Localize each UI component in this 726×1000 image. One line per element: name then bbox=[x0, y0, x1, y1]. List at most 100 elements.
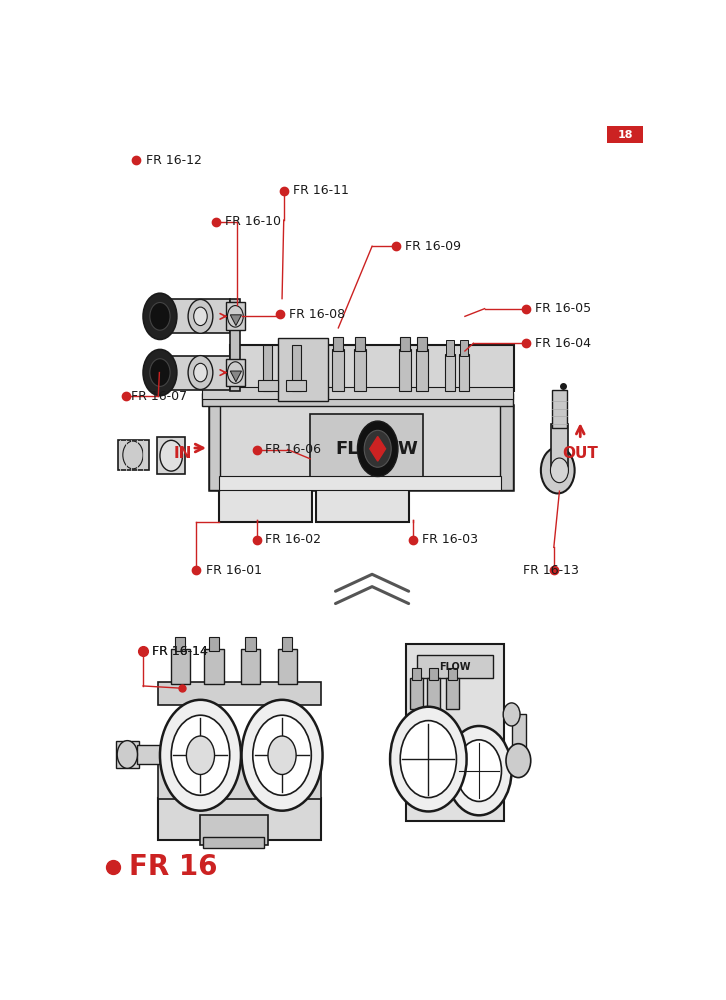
FancyBboxPatch shape bbox=[400, 337, 410, 351]
FancyBboxPatch shape bbox=[203, 837, 264, 848]
FancyBboxPatch shape bbox=[200, 815, 268, 845]
FancyBboxPatch shape bbox=[316, 487, 409, 522]
FancyBboxPatch shape bbox=[607, 126, 643, 143]
FancyBboxPatch shape bbox=[446, 678, 459, 709]
FancyBboxPatch shape bbox=[512, 714, 526, 761]
Text: FR 16-05: FR 16-05 bbox=[535, 302, 592, 315]
FancyBboxPatch shape bbox=[460, 340, 468, 356]
FancyBboxPatch shape bbox=[310, 414, 423, 483]
Circle shape bbox=[188, 356, 213, 389]
Circle shape bbox=[150, 359, 170, 386]
Circle shape bbox=[117, 741, 137, 768]
Text: FR 16-14: FR 16-14 bbox=[152, 645, 208, 658]
Circle shape bbox=[506, 744, 531, 778]
FancyBboxPatch shape bbox=[171, 649, 189, 684]
FancyBboxPatch shape bbox=[158, 682, 322, 705]
Circle shape bbox=[457, 740, 502, 801]
FancyBboxPatch shape bbox=[399, 349, 412, 391]
Text: W: W bbox=[397, 440, 417, 458]
Circle shape bbox=[194, 363, 207, 382]
FancyBboxPatch shape bbox=[230, 345, 515, 391]
FancyBboxPatch shape bbox=[116, 741, 139, 768]
FancyBboxPatch shape bbox=[333, 337, 343, 351]
FancyBboxPatch shape bbox=[416, 349, 428, 391]
Text: FL: FL bbox=[335, 440, 359, 458]
Circle shape bbox=[160, 440, 182, 471]
Circle shape bbox=[503, 703, 520, 726]
Text: FR 16-04: FR 16-04 bbox=[535, 337, 591, 350]
Circle shape bbox=[268, 736, 296, 774]
FancyBboxPatch shape bbox=[158, 753, 322, 799]
FancyBboxPatch shape bbox=[226, 302, 245, 330]
FancyBboxPatch shape bbox=[460, 354, 470, 391]
Circle shape bbox=[364, 430, 391, 467]
Text: FR 16-07: FR 16-07 bbox=[131, 390, 187, 403]
FancyBboxPatch shape bbox=[219, 487, 312, 522]
FancyBboxPatch shape bbox=[205, 649, 224, 684]
FancyBboxPatch shape bbox=[448, 668, 457, 680]
Text: FR 16-09: FR 16-09 bbox=[404, 240, 461, 253]
Text: FR 16-13: FR 16-13 bbox=[523, 564, 579, 577]
FancyBboxPatch shape bbox=[282, 637, 292, 651]
FancyBboxPatch shape bbox=[230, 299, 240, 391]
FancyBboxPatch shape bbox=[500, 405, 513, 490]
FancyBboxPatch shape bbox=[258, 380, 278, 391]
Circle shape bbox=[194, 307, 207, 326]
Text: FR 16-08: FR 16-08 bbox=[289, 308, 345, 321]
Text: FR 16: FR 16 bbox=[129, 853, 218, 881]
FancyBboxPatch shape bbox=[412, 668, 421, 680]
Circle shape bbox=[143, 349, 177, 396]
Text: FR 16-14: FR 16-14 bbox=[152, 645, 208, 658]
Text: FR 16-01: FR 16-01 bbox=[206, 564, 262, 577]
FancyBboxPatch shape bbox=[354, 349, 367, 391]
FancyBboxPatch shape bbox=[209, 405, 220, 490]
FancyBboxPatch shape bbox=[157, 437, 185, 474]
FancyBboxPatch shape bbox=[446, 340, 454, 356]
FancyBboxPatch shape bbox=[445, 354, 455, 391]
Polygon shape bbox=[370, 436, 386, 461]
Circle shape bbox=[390, 707, 467, 811]
Circle shape bbox=[187, 736, 215, 774]
Text: 18: 18 bbox=[618, 130, 633, 140]
Text: FR 16-11: FR 16-11 bbox=[293, 184, 349, 197]
Text: OUT: OUT bbox=[563, 446, 598, 461]
Circle shape bbox=[171, 715, 229, 795]
FancyBboxPatch shape bbox=[406, 644, 505, 821]
FancyBboxPatch shape bbox=[277, 338, 328, 401]
Circle shape bbox=[357, 421, 398, 477]
FancyBboxPatch shape bbox=[158, 798, 322, 840]
Polygon shape bbox=[230, 371, 242, 382]
Circle shape bbox=[400, 721, 457, 798]
FancyBboxPatch shape bbox=[552, 389, 567, 428]
Circle shape bbox=[227, 306, 243, 327]
FancyBboxPatch shape bbox=[551, 424, 568, 470]
FancyBboxPatch shape bbox=[277, 649, 297, 684]
Text: FR 16-02: FR 16-02 bbox=[265, 533, 321, 546]
FancyBboxPatch shape bbox=[118, 440, 149, 470]
Circle shape bbox=[550, 458, 568, 483]
FancyBboxPatch shape bbox=[410, 678, 423, 709]
FancyBboxPatch shape bbox=[175, 637, 185, 651]
Circle shape bbox=[541, 447, 574, 493]
Text: FR 16-12: FR 16-12 bbox=[146, 154, 202, 167]
Text: FR 16-06: FR 16-06 bbox=[265, 443, 321, 456]
FancyBboxPatch shape bbox=[264, 345, 272, 391]
Circle shape bbox=[123, 441, 143, 469]
FancyBboxPatch shape bbox=[245, 637, 256, 651]
FancyBboxPatch shape bbox=[209, 637, 219, 651]
Circle shape bbox=[188, 299, 213, 333]
FancyBboxPatch shape bbox=[286, 380, 306, 391]
FancyBboxPatch shape bbox=[209, 405, 513, 490]
FancyBboxPatch shape bbox=[160, 356, 230, 389]
FancyBboxPatch shape bbox=[160, 299, 230, 333]
FancyBboxPatch shape bbox=[429, 668, 438, 680]
FancyBboxPatch shape bbox=[427, 678, 439, 709]
Polygon shape bbox=[230, 315, 242, 326]
Circle shape bbox=[150, 302, 170, 330]
FancyBboxPatch shape bbox=[202, 387, 513, 399]
Text: IN: IN bbox=[174, 446, 192, 461]
Circle shape bbox=[143, 293, 177, 339]
Circle shape bbox=[242, 700, 322, 811]
FancyBboxPatch shape bbox=[417, 337, 427, 351]
FancyBboxPatch shape bbox=[355, 337, 365, 351]
